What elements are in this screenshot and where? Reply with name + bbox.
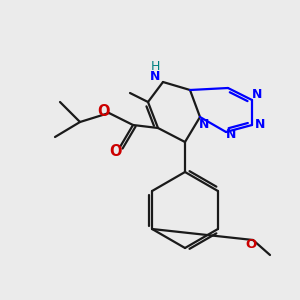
Text: N: N bbox=[199, 118, 209, 131]
Text: N: N bbox=[255, 118, 265, 131]
Text: H: H bbox=[150, 61, 160, 74]
Text: O: O bbox=[110, 145, 122, 160]
Text: O: O bbox=[245, 238, 256, 250]
Text: N: N bbox=[226, 128, 236, 142]
Text: O: O bbox=[97, 103, 109, 118]
Text: N: N bbox=[252, 88, 262, 101]
Text: N: N bbox=[150, 70, 160, 83]
